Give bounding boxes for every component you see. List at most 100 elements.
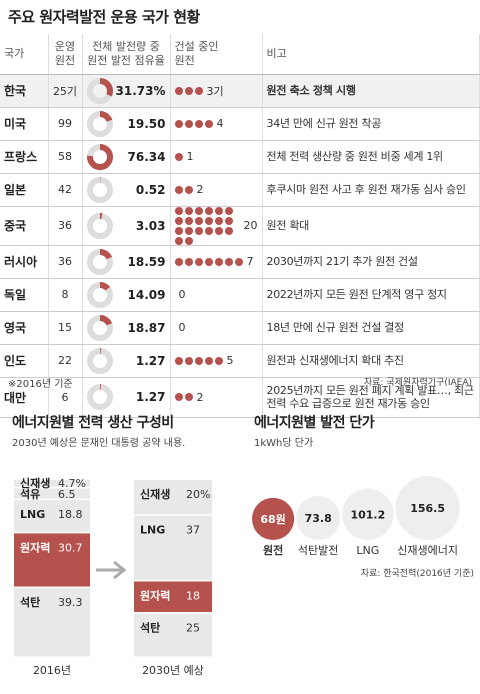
- building-dot: [184, 236, 193, 245]
- building-cell: 0: [170, 311, 263, 345]
- stack-segment: [134, 480, 212, 515]
- table-row: 대만 6 1.27 2 2025년까지 모든 원전 폐지 계획 발표…, 최근 전력 수…: [0, 377, 480, 418]
- stack-segment: [14, 499, 90, 532]
- building-dot: [194, 119, 203, 128]
- building-dot: [184, 216, 193, 225]
- country-name: 미국: [0, 107, 49, 141]
- segment-value: 37: [186, 524, 200, 537]
- segment-label: 신재생: [140, 487, 170, 501]
- share-value: 18.87: [127, 320, 166, 335]
- cost-source: 자료: 한국전력(2016년 기준): [361, 567, 474, 579]
- building-dot: [204, 119, 213, 128]
- share-arc: [86, 347, 113, 374]
- building-count: 4: [216, 117, 224, 130]
- share-arc: [86, 143, 113, 170]
- building-dot: [174, 216, 183, 225]
- operating-count: 8: [48, 278, 83, 312]
- share-value: 1.27: [135, 390, 166, 404]
- operating-count: 6: [48, 377, 83, 418]
- header-share: 전체 발전량 중 원전 발전 점유율: [82, 34, 171, 75]
- share-cell: 1.27: [82, 344, 171, 378]
- stack-segment: [14, 588, 90, 657]
- bubble-category: 신재생에너지: [397, 544, 458, 557]
- bubble-category: 석탄발전: [298, 544, 338, 557]
- category-label: 2030년 예상: [142, 664, 204, 677]
- building-dot: [214, 356, 223, 365]
- share-value: 14.09: [127, 287, 166, 302]
- share-donut: [86, 281, 113, 308]
- note-text: 2025년까지 모든 원전 폐지 계획 발표…, 최근 전력 수요 급증으로 원…: [262, 377, 480, 418]
- category-label: 2016년: [33, 664, 71, 677]
- header-building: 건설 중인 원전: [170, 34, 263, 75]
- segment-value: 18: [186, 589, 200, 602]
- cost-bubble: [296, 496, 341, 540]
- stack-segment: [134, 613, 212, 657]
- share-cell: 19.50: [82, 107, 171, 141]
- building-cell: 2: [170, 377, 263, 418]
- segment-label: 신재생: [20, 476, 50, 490]
- bubble-value: 68원: [260, 512, 285, 526]
- share-donut: [86, 248, 113, 275]
- share-arc: [86, 212, 113, 239]
- building-dot: [174, 257, 183, 266]
- segment-label: LNG: [140, 524, 165, 537]
- building-dot: [204, 226, 213, 235]
- segment-value: 6.5: [58, 488, 76, 501]
- share-cell: 1.27: [82, 377, 171, 418]
- building-cell: 3기: [170, 74, 263, 108]
- operating-count: 25기: [48, 74, 83, 108]
- segment-value: 20%: [186, 488, 210, 501]
- header-country: 국가: [0, 34, 49, 75]
- share-arc: [86, 384, 113, 410]
- composition-stacked-chart: 신재생 4.7% 석유 6.5 LNG 18.8 원자력 30.7 석탄 39.3 2016년 신재생…: [14, 476, 212, 677]
- note-text: 전체 전력 생산량 중 원전 비중 세계 1위: [262, 140, 480, 174]
- note-text: 34년 만에 신규 원전 착공: [262, 107, 480, 141]
- building-dot: [194, 226, 203, 235]
- building-dot: [184, 226, 193, 235]
- building-dot: [224, 216, 233, 225]
- building-count: 2: [196, 390, 204, 404]
- segment-label: LNG: [20, 508, 45, 521]
- country-name: 일본: [0, 173, 49, 207]
- share-cell: 0.52: [82, 173, 171, 207]
- footnote-source: 자료: 국제원자력기구(IAEA): [363, 378, 472, 388]
- share-arc: [86, 314, 113, 341]
- building-dot: [184, 356, 193, 365]
- operating-count: 36: [48, 245, 83, 279]
- segment-label: 석탄: [140, 621, 160, 635]
- stack-segment: [14, 480, 90, 487]
- table-row: 한국 25기 31.73% 3기 원전 축소 정책 시행: [0, 74, 480, 108]
- table-row: 영국 15 18.87 0 18년 만에 신규 원전 건설 결정: [0, 311, 480, 345]
- footnote-year: ※2016년 기준: [8, 379, 73, 390]
- share-donut: [86, 212, 113, 239]
- share-arc: [86, 110, 113, 137]
- building-dot: [204, 356, 213, 365]
- table-row: 미국 99 19.50 4 34년 만에 신규 원전 착공: [0, 107, 480, 141]
- building-dot: [174, 119, 183, 128]
- building-count: 5: [226, 354, 234, 367]
- building-dot: [194, 216, 203, 225]
- segment-value: 30.7: [58, 541, 83, 554]
- country-name: 프랑스: [0, 140, 49, 174]
- cost-bubble: [252, 497, 295, 540]
- share-cell: 76.34: [82, 140, 171, 174]
- stack-segment: [14, 533, 90, 587]
- segment-label: 원자력: [20, 540, 50, 554]
- operating-count: 36: [48, 206, 83, 246]
- segment-label: 석탄: [20, 595, 40, 609]
- share-donut: [86, 347, 113, 374]
- building-dot: [184, 119, 193, 128]
- segment-value: 25: [186, 622, 200, 635]
- building-dot: [174, 152, 183, 161]
- share-donut: [86, 176, 113, 203]
- building-dot: [224, 257, 233, 266]
- share-value: 19.50: [127, 116, 166, 131]
- building-count: 2: [196, 183, 204, 196]
- operating-count: 22: [48, 344, 83, 378]
- table-row: 프랑스 58 76.34 1 전체 전력 생산량 중 원전 비중 세계 1위: [0, 140, 480, 174]
- building-dot: [184, 206, 193, 215]
- share-cell: 3.03: [82, 206, 171, 246]
- note-text: 18년 만에 신규 원전 건설 결정: [262, 311, 480, 345]
- cost-bubble: [395, 476, 460, 540]
- bubble-value: 156.5: [410, 502, 445, 515]
